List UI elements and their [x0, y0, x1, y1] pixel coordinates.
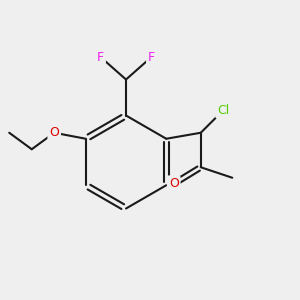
Text: Cl: Cl — [217, 104, 230, 117]
Text: F: F — [148, 50, 155, 64]
Text: F: F — [97, 50, 104, 64]
Text: O: O — [49, 126, 59, 139]
Text: O: O — [169, 177, 179, 190]
